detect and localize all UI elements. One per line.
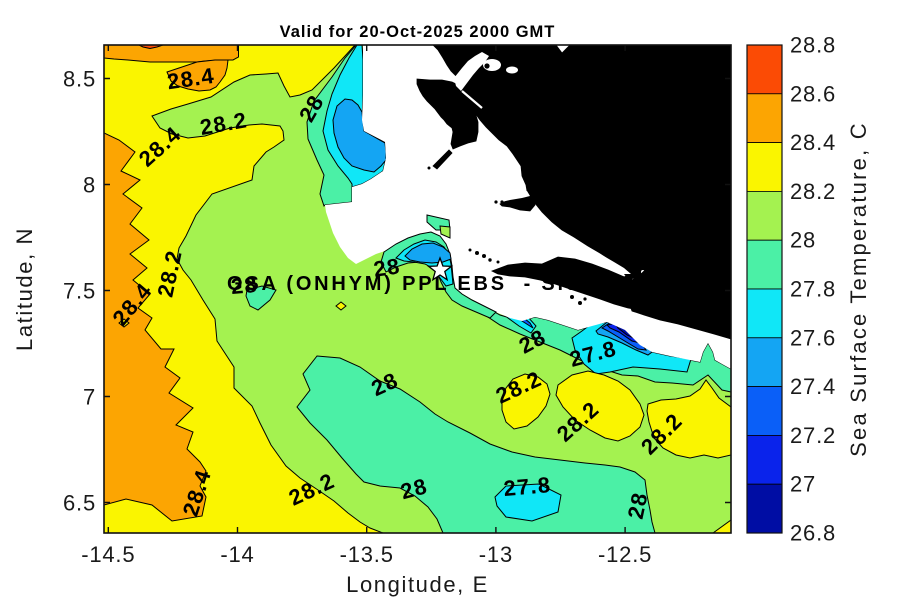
svg-text:Longitude, E: Longitude, E <box>346 572 489 597</box>
svg-text:-13: -13 <box>479 542 513 567</box>
svg-text:27: 27 <box>790 472 816 497</box>
svg-text:28.2: 28.2 <box>790 179 836 204</box>
svg-text:Latitude, N: Latitude, N <box>12 227 37 351</box>
svg-text:26.8: 26.8 <box>790 521 836 546</box>
svg-text:28: 28 <box>623 490 653 521</box>
svg-text:Sea Surface Temperature, C: Sea Surface Temperature, C <box>846 121 871 457</box>
svg-text:27.8: 27.8 <box>790 277 836 302</box>
svg-text:27.6: 27.6 <box>790 325 836 350</box>
svg-text:-13.5: -13.5 <box>340 542 394 567</box>
svg-text:-12.5: -12.5 <box>598 542 652 567</box>
svg-text:28: 28 <box>790 228 816 253</box>
svg-text:28.6: 28.6 <box>790 81 836 106</box>
svg-text:28: 28 <box>230 272 259 299</box>
svg-text:8.5: 8.5 <box>63 67 96 92</box>
svg-text:-14.5: -14.5 <box>81 542 135 567</box>
svg-text:6.5: 6.5 <box>63 491 96 516</box>
svg-text:27.4: 27.4 <box>790 374 836 399</box>
svg-text:8: 8 <box>83 173 96 198</box>
svg-text:7.5: 7.5 <box>63 279 96 304</box>
svg-text:28.8: 28.8 <box>790 33 836 58</box>
svg-text:Valid for 20-Oct-2025 2000 GMT: Valid for 20-Oct-2025 2000 GMT <box>280 23 556 41</box>
svg-text:7: 7 <box>83 385 96 410</box>
svg-text:28.4: 28.4 <box>790 130 836 155</box>
svg-text:28: 28 <box>372 253 402 281</box>
svg-text:27.2: 27.2 <box>790 423 836 448</box>
svg-text:27.8: 27.8 <box>503 472 553 501</box>
svg-text:-14: -14 <box>220 542 254 567</box>
